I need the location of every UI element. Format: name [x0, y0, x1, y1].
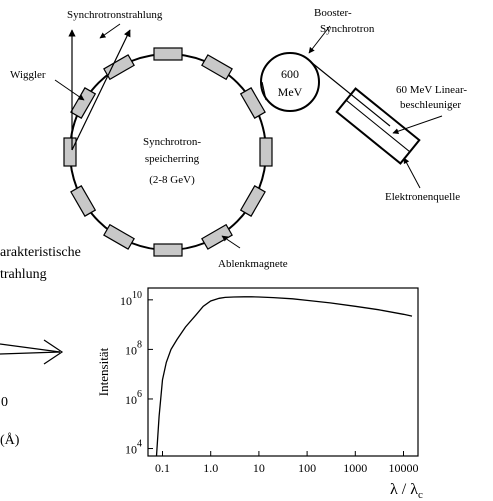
label-elektronenquelle: Elektronenquelle: [385, 191, 460, 203]
label-left-number: 0: [1, 395, 8, 410]
x-tick-label: 1.0: [203, 461, 218, 475]
bending-magnet-11: [239, 87, 266, 119]
bending-magnet-1: [153, 47, 183, 61]
y-tick-exponent: 4: [137, 439, 142, 450]
x-axis-label: λ / λc: [390, 481, 423, 501]
chart-plot-frame: [147, 287, 419, 457]
x-axis-label-sub: c: [418, 489, 423, 501]
bending-magnet-6: [103, 223, 135, 250]
y-tick-label: 1010: [120, 290, 142, 308]
label-booster-line2: Synchrotron: [320, 23, 375, 35]
bending-magnet-9: [239, 185, 266, 217]
label-charakteristische: arakteristische: [0, 245, 81, 260]
linac-pointer: [392, 115, 443, 135]
x-tick-label: 10000: [388, 461, 418, 475]
x-tick-label: 10: [253, 461, 265, 475]
x-tick-label: 1000: [343, 461, 367, 475]
y-tick-exponent: 10: [132, 290, 142, 301]
synchrotronstrahlung-pointer: [99, 23, 121, 39]
label-ablenkmagnete: Ablenkmagnete: [218, 258, 288, 270]
label-ring-line1: Synchrotron-: [143, 136, 201, 148]
label-linac-line1: 60 MeV Linear-: [396, 84, 467, 96]
wiggler-pointer: [54, 79, 85, 101]
y-tick-base: 10: [120, 294, 132, 308]
label-strahlung: trahlung: [0, 267, 47, 282]
bending-magnet-12: [201, 54, 233, 81]
x-tick-label: 100: [298, 461, 316, 475]
x-axis: 0.1 1.0 10 100 1000 10000: [155, 451, 418, 475]
bending-magnets: [63, 47, 273, 257]
storage-ring: [69, 53, 267, 251]
booster-to-ring-link: [261, 81, 267, 101]
y-tick-base: 10: [125, 393, 137, 407]
label-left-unit: (Å): [0, 432, 20, 448]
y-tick-base: 10: [125, 343, 137, 357]
booster-pointer: [308, 25, 331, 54]
bending-magnet-3: [70, 87, 97, 119]
label-linac-line2: beschleuniger: [400, 99, 461, 111]
electron-source-pointer: [403, 157, 421, 189]
bending-magnet-2: [103, 54, 135, 81]
bending-magnet-8: [201, 223, 233, 250]
label-synchrotronstrahlung: Synchrotronstrahlung: [67, 9, 163, 21]
label-wiggler: Wiggler: [10, 69, 46, 81]
label-booster-energy-unit: MeV: [278, 85, 303, 99]
label-ring-line2: speicherring: [145, 153, 200, 165]
y-tick-label: 104: [125, 439, 142, 457]
bending-magnet-4: [63, 137, 77, 167]
linear-accelerator: [335, 87, 421, 165]
intensity-curve: [155, 296, 413, 457]
bending-magnet-7: [153, 243, 183, 257]
label-booster-energy-value: 600: [281, 67, 299, 81]
radiation-arrow-tangential: [71, 29, 131, 151]
y-tick-exponent: 8: [137, 339, 142, 350]
bending-magnet-10: [259, 137, 273, 167]
bending-magnet-5: [70, 185, 97, 217]
y-tick-label: 106: [125, 389, 142, 407]
spectrum-arrow: [0, 339, 64, 365]
x-axis-label-main: λ / λ: [390, 481, 418, 498]
booster-to-linac-line: [305, 57, 391, 127]
y-tick-label: 108: [125, 339, 142, 357]
y-axis-label: Intensität: [96, 347, 111, 396]
y-tick-base: 10: [125, 443, 137, 457]
y-tick-exponent: 6: [137, 389, 142, 400]
label-booster-line1: Booster-: [314, 7, 352, 19]
x-tick-label: 0.1: [155, 461, 170, 475]
booster-synchrotron: [260, 52, 320, 112]
label-ring-energy: (2-8 GeV): [149, 174, 195, 186]
ablenkmagnete-pointer: [221, 235, 241, 249]
